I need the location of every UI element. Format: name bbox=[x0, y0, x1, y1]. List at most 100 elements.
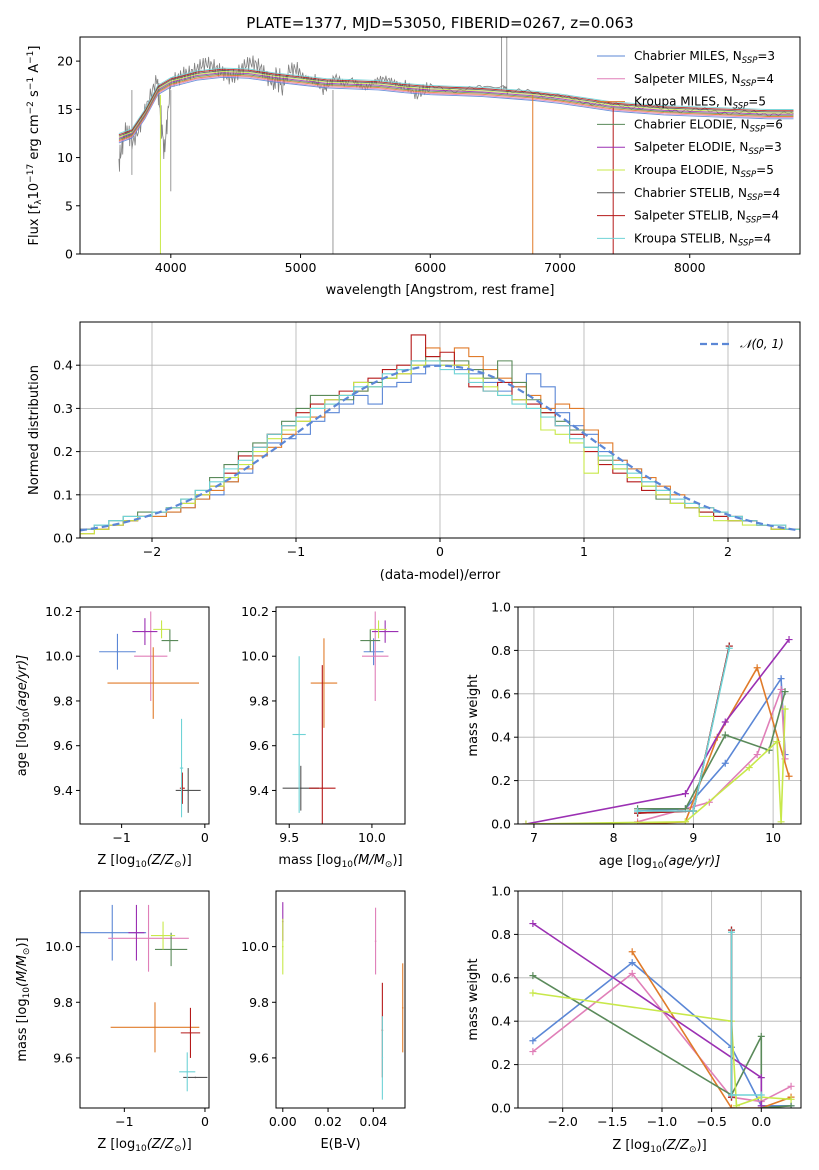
data-point bbox=[281, 945, 284, 948]
label-part: Kroupa ELODIE, N bbox=[634, 163, 741, 177]
x-tick-label: −2.0 bbox=[548, 1114, 578, 1129]
label-part: Salpeter MILES, N bbox=[634, 72, 741, 86]
y-tick-label: 20 bbox=[57, 54, 73, 69]
label-part: ] bbox=[27, 46, 42, 51]
model-fit-line bbox=[118, 73, 794, 140]
label-part: (Z/Z bbox=[147, 853, 175, 868]
label-part: A bbox=[27, 64, 42, 77]
weight-marker bbox=[781, 688, 789, 696]
weight-marker bbox=[781, 705, 789, 713]
y-axis-label: Flux [fλ10−17 erg cm−2 s−1 A−1] bbox=[26, 46, 44, 246]
weight-marker bbox=[721, 718, 729, 726]
axes-residuals: −2 −1 0 1 2 0.0 0.1 0.2 0.3 0.4 𝒩(0, 1) (data-model… bbox=[27, 321, 801, 583]
data-point bbox=[401, 1007, 404, 1009]
weight-marker bbox=[628, 959, 636, 967]
data-point bbox=[189, 1032, 192, 1034]
weight-marker bbox=[529, 1048, 537, 1056]
weight-marker bbox=[773, 738, 781, 746]
label-part: 10 bbox=[652, 861, 664, 871]
axes-age-vs-Z: −1 09.49.69.810.010.2Z [log10(Z/Z⊙)]age [… bbox=[15, 604, 210, 870]
label-part: =5 bbox=[756, 163, 774, 177]
label-part: Kroupa STELIB, N bbox=[634, 231, 738, 245]
y-tick-label: 1.0 bbox=[491, 884, 511, 899]
normal-reference-curve bbox=[80, 364, 800, 532]
y-tick-label: 9.6 bbox=[249, 1050, 269, 1065]
label-part: )] bbox=[182, 853, 192, 868]
legend-entry: Chabrier MILES, NSSP=3 bbox=[634, 49, 775, 66]
x-axis-label: Z [log10(Z/Z⊙)] bbox=[97, 1137, 191, 1154]
label-part: SSP bbox=[741, 79, 757, 89]
x-tick-label: 0.04 bbox=[359, 1114, 387, 1129]
weight-line bbox=[631, 951, 792, 1108]
label-part: SSP bbox=[741, 170, 757, 180]
y-axis-label: mass weight bbox=[466, 958, 481, 1040]
label-part: Kroupa MILES, N bbox=[634, 95, 733, 109]
x-tick-label: −1 bbox=[112, 830, 130, 845]
y-tick-label: 9.6 bbox=[53, 738, 73, 753]
x-tick-label: 8000 bbox=[674, 260, 706, 275]
axes-mass-vs-Z: −1 09.69.810.0Z [log10(Z/Z⊙)]mass [log10(… bbox=[15, 890, 210, 1154]
data-point bbox=[321, 787, 324, 790]
data-point bbox=[144, 630, 146, 633]
label-part: 10 bbox=[22, 711, 32, 723]
y-tick-label: 0 bbox=[65, 247, 73, 262]
plot-area-age-vs-mass bbox=[282, 611, 399, 824]
weight-marker bbox=[529, 989, 537, 997]
x-tick-label: 0.00 bbox=[269, 1114, 297, 1129]
x-axis-label: age [log10(age/yr)] bbox=[599, 854, 721, 871]
histogram-step bbox=[80, 360, 800, 538]
x-tick-label: 0.02 bbox=[314, 1114, 342, 1129]
label-part: Chabrier ELODIE, N bbox=[634, 117, 750, 131]
axes-frame bbox=[79, 606, 210, 825]
label-part: ⊙ bbox=[22, 948, 32, 956]
weight-line bbox=[525, 708, 786, 824]
plot-area-residuals bbox=[80, 334, 800, 538]
label-part: =3 bbox=[757, 49, 775, 63]
data-point bbox=[162, 934, 164, 937]
weight-marker bbox=[757, 1032, 765, 1040]
weight-marker bbox=[634, 807, 642, 815]
label-part: Z [log bbox=[97, 1137, 135, 1152]
data-point bbox=[377, 628, 380, 631]
label-part: 10 bbox=[650, 1145, 662, 1155]
axes-frame bbox=[79, 890, 210, 1109]
label-part: SSP bbox=[746, 216, 762, 226]
label-part: erg cm bbox=[27, 114, 42, 163]
weight-marker bbox=[787, 1082, 795, 1090]
x-axis-label: Z [log10(Z/Z⊙)] bbox=[97, 853, 191, 870]
x-tick-label: −0.5 bbox=[696, 1114, 726, 1129]
weight-marker bbox=[732, 1102, 740, 1108]
label-part: =4 bbox=[754, 231, 772, 245]
y-tick-label: 9.8 bbox=[53, 995, 73, 1010]
legend-entry: Kroupa MILES, NSSP=5 bbox=[634, 95, 766, 112]
label-part: λ bbox=[34, 199, 44, 205]
x-axis-label: (data-model)/error bbox=[380, 568, 501, 583]
weight-marker bbox=[721, 759, 729, 767]
data-point bbox=[381, 1057, 384, 1059]
legend-entry: 𝒩(0, 1) bbox=[740, 337, 784, 351]
y-tick-label: 9.8 bbox=[53, 693, 73, 708]
x-tick-label: 7000 bbox=[544, 260, 576, 275]
label-part: =5 bbox=[748, 95, 766, 109]
y-tick-label: 0.2 bbox=[491, 773, 511, 788]
weight-marker bbox=[757, 1074, 765, 1082]
weight-marker bbox=[777, 818, 785, 824]
weight-marker bbox=[787, 1095, 795, 1103]
weight-marker bbox=[727, 1091, 735, 1099]
x-tick-label: −1.0 bbox=[647, 1114, 677, 1129]
y-axis-label: mass weight bbox=[466, 674, 481, 756]
label-part: age [log bbox=[599, 854, 652, 869]
label-part: (age/yr)] bbox=[663, 854, 720, 869]
model-fit-line bbox=[118, 68, 794, 136]
model-fit-line bbox=[118, 67, 794, 135]
x-tick-label: 0 bbox=[201, 1114, 209, 1129]
figure-title: PLATE=1377, MJD=53050, FIBERID=0267, z=0… bbox=[246, 14, 633, 32]
data-point bbox=[154, 1026, 156, 1029]
label-part: ⊙ bbox=[174, 860, 182, 870]
label-part: (M/M bbox=[353, 853, 385, 868]
label-part: Chabrier MILES, N bbox=[634, 49, 742, 63]
x-tick-label: 6000 bbox=[414, 260, 446, 275]
data-point bbox=[372, 650, 375, 653]
plot-area-weight-vs-age bbox=[522, 636, 793, 824]
